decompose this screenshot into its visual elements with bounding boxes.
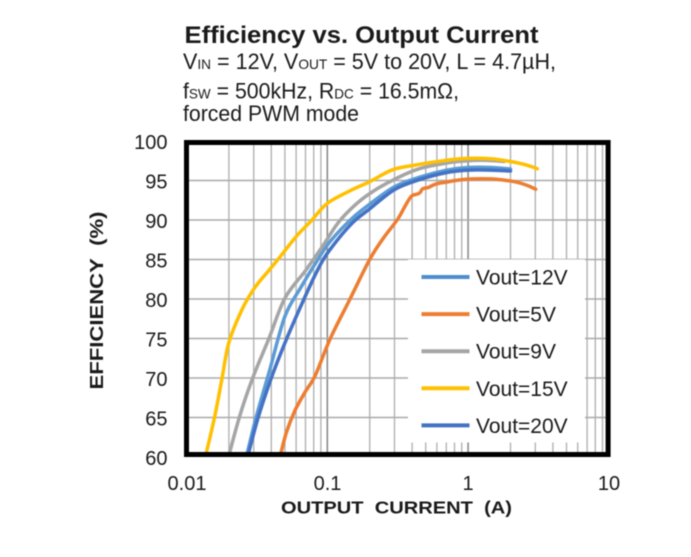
svg-text:65: 65 (145, 409, 167, 431)
svg-text:Vout=15V: Vout=15V (476, 378, 568, 401)
svg-text:80: 80 (145, 290, 167, 312)
svg-text:95: 95 (145, 172, 167, 194)
svg-text:Vout=9V: Vout=9V (476, 341, 556, 364)
svg-text:fSW = 500kHz, RDC = 16.5mΩ,: fSW = 500kHz, RDC = 16.5mΩ, (183, 79, 459, 104)
svg-text:EFFICIENCY (%): EFFICIENCY (%) (87, 212, 107, 390)
svg-text:60: 60 (145, 448, 167, 470)
svg-text:OUTPUT CURRENT (A): OUTPUT CURRENT (A) (281, 498, 512, 518)
svg-text:Vout=5V: Vout=5V (476, 304, 556, 327)
svg-text:100: 100 (134, 132, 167, 154)
svg-text:forced PWM mode: forced PWM mode (183, 101, 359, 126)
svg-text:85: 85 (145, 251, 167, 273)
svg-text:Vout=20V: Vout=20V (476, 415, 568, 438)
svg-text:0.1: 0.1 (314, 473, 342, 495)
svg-text:75: 75 (145, 330, 167, 352)
svg-text:90: 90 (145, 211, 167, 233)
svg-text:70: 70 (145, 369, 167, 391)
svg-text:VIN = 12V, VOUT = 5V to 20V, L: VIN = 12V, VOUT = 5V to 20V, L = 4.7µH, (183, 49, 556, 74)
svg-text:10: 10 (598, 473, 620, 495)
svg-text:1: 1 (462, 473, 473, 495)
svg-text:Efficiency vs. Output Current: Efficiency vs. Output Current (185, 22, 539, 49)
svg-text:0.01: 0.01 (168, 473, 207, 495)
svg-text:Vout=12V: Vout=12V (476, 267, 568, 290)
